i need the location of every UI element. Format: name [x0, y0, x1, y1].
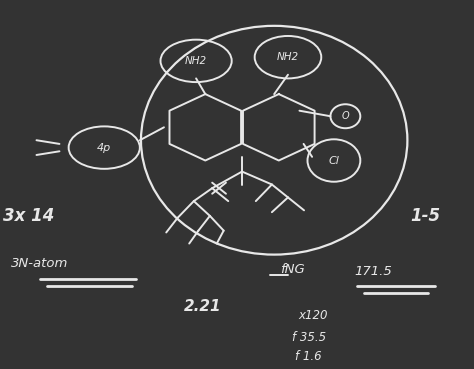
- Text: fNG: fNG: [280, 263, 305, 276]
- Text: NH2: NH2: [185, 56, 207, 66]
- Text: O: O: [342, 111, 349, 121]
- Text: NH2: NH2: [277, 52, 299, 62]
- Text: f 1.6: f 1.6: [295, 349, 322, 363]
- Text: 3N-atom: 3N-atom: [11, 257, 69, 270]
- Text: 171.5: 171.5: [354, 265, 392, 278]
- Text: 3x 14: 3x 14: [3, 207, 54, 225]
- Text: x120: x120: [299, 309, 328, 322]
- Text: 1-5: 1-5: [410, 207, 441, 225]
- Text: Cl: Cl: [328, 155, 339, 166]
- Text: 2.21: 2.21: [184, 299, 222, 314]
- Text: 4p: 4p: [97, 142, 111, 153]
- Text: f 35.5: f 35.5: [292, 331, 326, 344]
